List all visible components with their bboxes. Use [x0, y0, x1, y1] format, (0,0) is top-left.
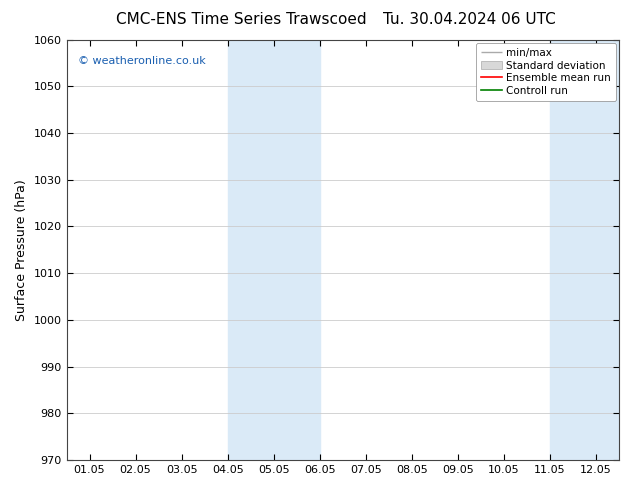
- Bar: [550, 40, 634, 460]
- Text: Tu. 30.04.2024 06 UTC: Tu. 30.04.2024 06 UTC: [383, 12, 555, 27]
- Bar: [228, 40, 320, 460]
- Text: © weatheronline.co.uk: © weatheronline.co.uk: [77, 56, 205, 67]
- Legend: min/max, Standard deviation, Ensemble mean run, Controll run: min/max, Standard deviation, Ensemble me…: [476, 43, 616, 101]
- Y-axis label: Surface Pressure (hPa): Surface Pressure (hPa): [15, 179, 28, 321]
- Text: CMC-ENS Time Series Trawscoed: CMC-ENS Time Series Trawscoed: [115, 12, 366, 27]
